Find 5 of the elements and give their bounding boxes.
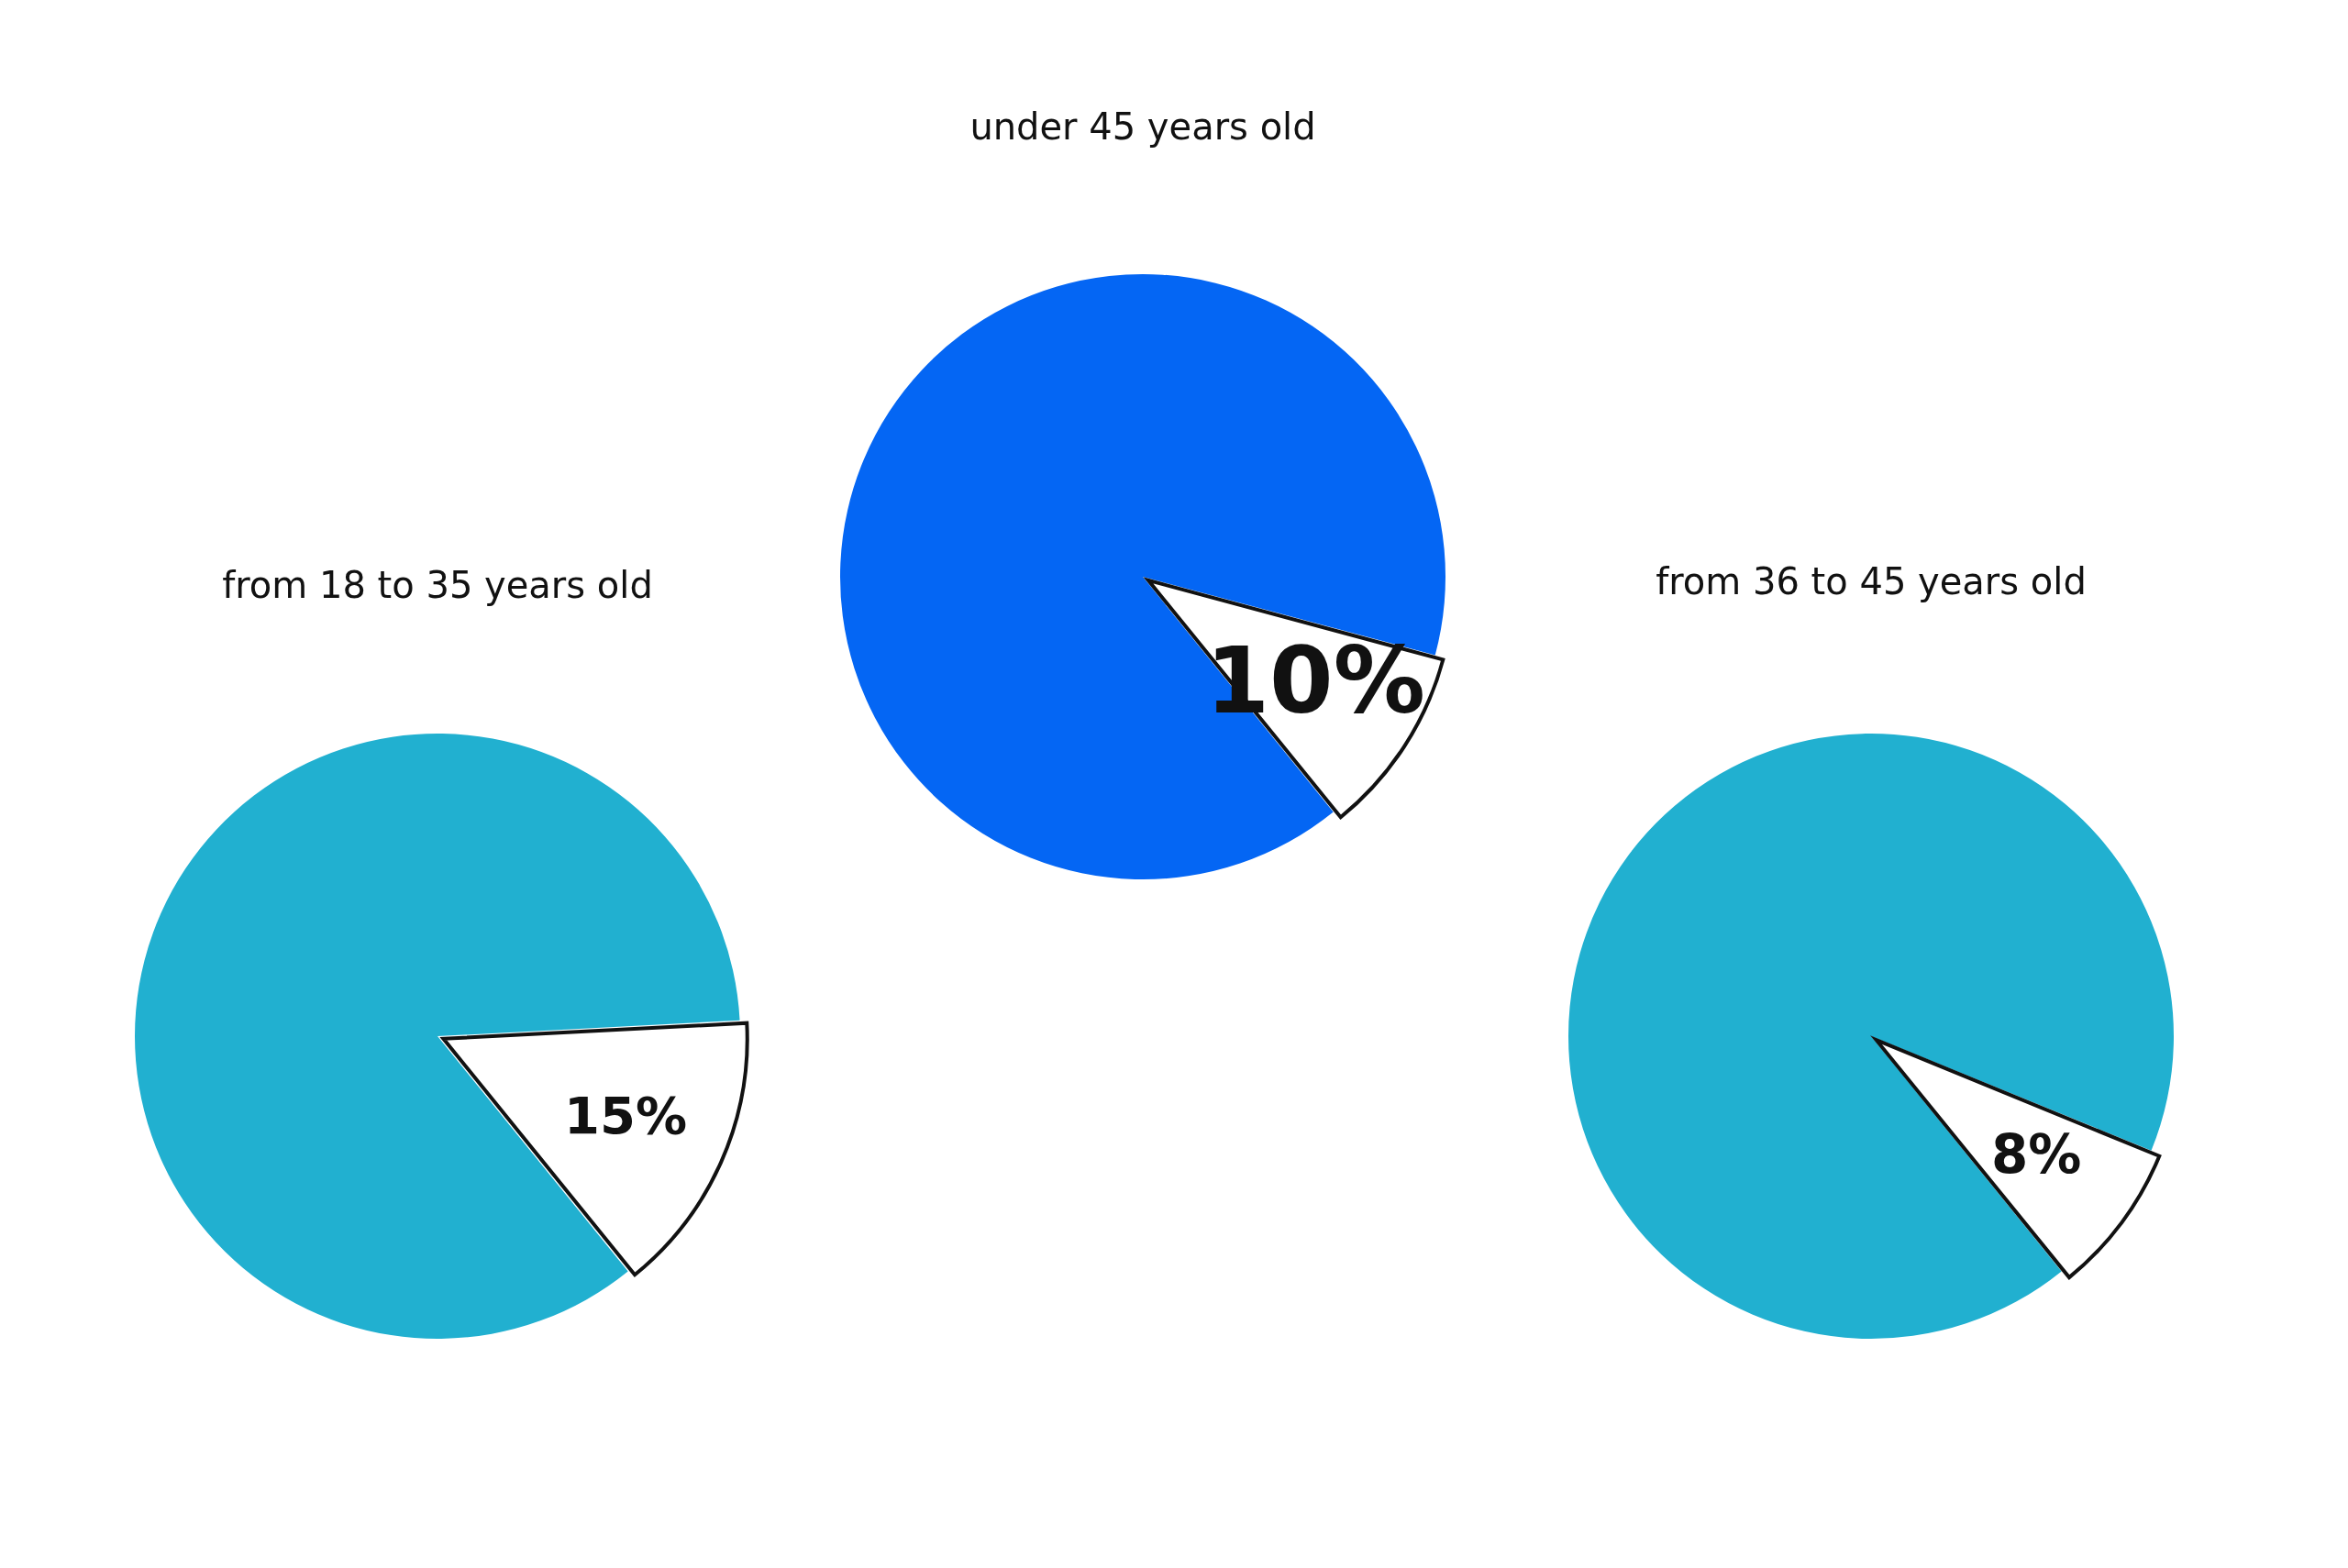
- data-label: 8%: [1990, 1122, 2082, 1186]
- chart-title: from 36 to 45 years old: [1655, 560, 2088, 602]
- data-label: 15%: [563, 1085, 688, 1145]
- chart-title: from 18 to 35 years old: [221, 564, 654, 606]
- chart-title: under 45 years old: [969, 105, 1317, 148]
